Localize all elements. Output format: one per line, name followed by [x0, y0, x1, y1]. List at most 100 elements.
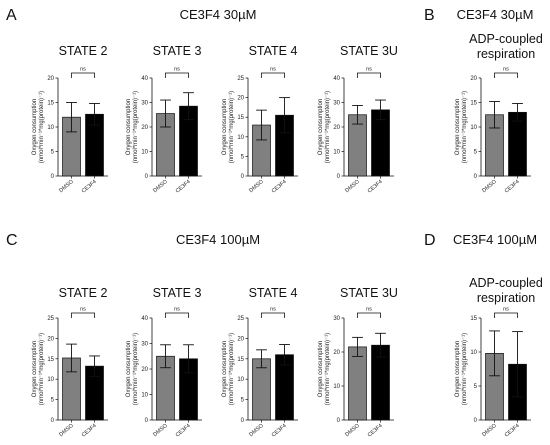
y-tick-label: 5: [51, 150, 55, 156]
x-tick-label: DMSO: [58, 178, 75, 194]
x-tick-label: CE3F4: [175, 423, 192, 439]
chart-title: STATE 3U: [340, 44, 398, 58]
y-tick-label: 15: [237, 115, 244, 121]
y-tick-label: 30: [333, 101, 340, 107]
y-tick-label: 20: [141, 125, 148, 131]
y-tick-label: 15: [470, 101, 477, 107]
chart-title: STATE 3: [153, 286, 202, 300]
y-tick-label: 40: [141, 76, 148, 82]
significance-label: ns: [174, 307, 180, 313]
chart-title: respiration: [477, 47, 535, 61]
significance-label: ns: [270, 307, 276, 313]
significance-bracket: [165, 312, 189, 318]
y-tick-label: 5: [241, 154, 245, 160]
chart-title: ADP-coupled: [469, 32, 543, 46]
y-tick-label: 10: [470, 125, 477, 131]
y-tick-label: 0: [51, 418, 55, 424]
chart-8: STATE 4 0 5 10 15 20 25 Oxygen consumption (nmol…: [222, 286, 298, 439]
y-axis-label: Oxygen consumption: [126, 341, 132, 397]
y-tick-label: 10: [237, 377, 244, 383]
significance-bracket: [71, 312, 95, 318]
x-tick-label: CE3F4: [271, 423, 288, 439]
panel-letter-d: D: [424, 232, 436, 249]
chart-title: respiration: [477, 291, 535, 305]
y-tick-label: 0: [337, 418, 341, 424]
y-tick-label: 0: [241, 174, 245, 180]
x-tick-label: CE3F4: [175, 179, 192, 195]
y-tick-label: 0: [145, 174, 149, 180]
y-tick-label: 10: [333, 384, 340, 390]
y-tick-label: 0: [474, 174, 478, 180]
significance-bracket: [357, 312, 381, 318]
x-tick-label: DMSO: [248, 422, 265, 438]
y-axis-label: Oxygen consumption: [32, 341, 38, 397]
significance-label: ns: [80, 67, 86, 73]
chart-title: STATE 3: [153, 44, 202, 58]
y-tick-label: 0: [337, 174, 341, 180]
y-tick-label: 20: [333, 125, 340, 131]
panel-title-b: CE3F4 30µM: [457, 7, 534, 22]
panel-title-c: CE3F4 100µM: [176, 232, 260, 247]
x-tick-label: CE3F4: [81, 179, 98, 195]
y-tick-label: 15: [47, 101, 54, 107]
chart-7: STATE 3 0 10 20 30 40 Oxygen consumption (nmol*…: [126, 286, 202, 439]
y-tick-label: 20: [141, 367, 148, 373]
y-tick-label: 10: [141, 150, 148, 156]
bar-ce3f4: [508, 111, 527, 177]
y-axis-label: (nmol*min⁻¹*mg(protein)⁻¹): [39, 91, 45, 163]
chart-2: STATE 3 0 10 20 30 40 Oxygen consumption (nmol*…: [126, 44, 202, 195]
significance-bracket: [261, 312, 285, 318]
y-axis-label: Oxygen consumption: [222, 99, 228, 155]
significance-bracket: [165, 72, 189, 78]
x-tick-label: CE3F4: [367, 423, 384, 439]
chart-1: STATE 2 0 5 10 15 20 Oxygen consumption (nmol*m…: [32, 44, 108, 195]
y-tick-label: 40: [141, 316, 148, 322]
panel-title-d: CE3F4 100µM: [453, 232, 537, 247]
y-tick-label: 15: [470, 316, 477, 322]
x-tick-label: DMSO: [58, 422, 75, 438]
significance-label: ns: [503, 67, 509, 73]
y-tick-label: 10: [141, 393, 148, 399]
y-tick-label: 0: [241, 418, 245, 424]
chart-title: ADP-coupled: [469, 276, 543, 290]
y-axis-label: (nmol*min⁻¹*mg(protein)⁻¹): [39, 333, 45, 405]
x-tick-label: DMSO: [152, 422, 169, 438]
y-axis-label: (nmol*min⁻¹*mg(protein)⁻¹): [229, 91, 235, 163]
y-tick-label: 25: [237, 76, 244, 82]
y-tick-label: 10: [47, 377, 54, 383]
significance-bracket: [494, 312, 518, 318]
chart-title: STATE 4: [249, 44, 298, 58]
bar-dmso: [348, 346, 367, 421]
significance-label: ns: [270, 67, 276, 73]
x-tick-label: CE3F4: [367, 179, 384, 195]
panel-letter-a: A: [6, 7, 17, 24]
chart-title: STATE 3U: [340, 286, 398, 300]
panel-title-a: CE3F4 30µM: [180, 7, 257, 22]
y-tick-label: 20: [237, 336, 244, 342]
x-tick-label: CE3F4: [504, 423, 521, 439]
y-axis-label: (nmol*min⁻¹*mg(protein)⁻¹): [133, 91, 139, 163]
y-tick-label: 25: [237, 316, 244, 322]
significance-label: ns: [366, 67, 372, 73]
x-tick-label: DMSO: [481, 178, 498, 194]
chart-9: STATE 3U 0 10 20 30 Oxygen consumption (nmol*m…: [318, 286, 398, 439]
y-tick-label: 5: [241, 398, 245, 404]
y-tick-label: 0: [474, 418, 478, 424]
y-tick-label: 10: [333, 150, 340, 156]
x-tick-label: CE3F4: [271, 179, 288, 195]
significance-bracket: [71, 72, 95, 78]
y-tick-label: 30: [333, 316, 340, 322]
y-tick-label: 10: [470, 350, 477, 356]
y-axis-label: Oxygen consumption: [126, 99, 132, 155]
x-tick-label: DMSO: [248, 178, 265, 194]
y-axis-label: (nmol*min⁻¹*mg(protein)⁻¹): [462, 91, 468, 163]
y-tick-label: 5: [474, 150, 478, 156]
y-tick-label: 20: [47, 336, 54, 342]
y-tick-label: 5: [51, 398, 55, 404]
x-tick-label: DMSO: [344, 422, 361, 438]
y-axis-label: (nmol*min⁻¹*mg(protein)⁻¹): [229, 333, 235, 405]
chart-4: STATE 3U 0 10 20 30 40 Oxygen consumption (nmol…: [318, 44, 398, 195]
